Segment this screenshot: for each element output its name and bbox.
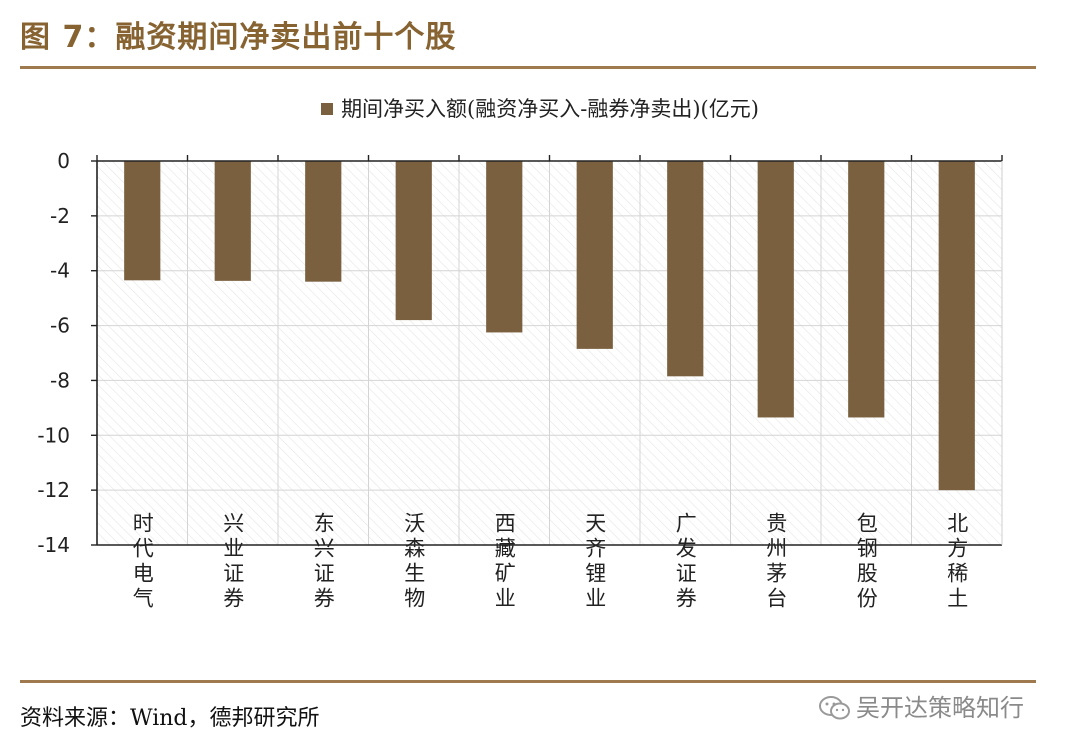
watermark-text: 吴开达策略知行 [856, 694, 1024, 722]
x-category-label: 广发证券 [673, 512, 697, 612]
y-tick-label: -8 [50, 368, 70, 392]
bar [486, 161, 523, 333]
watermark: 吴开达策略知行 [818, 688, 1024, 723]
y-tick-label: -10 [37, 423, 70, 447]
footer-divider [20, 680, 1036, 683]
x-category-label: 兴业证券 [221, 512, 245, 612]
x-category-label: 东兴证券 [311, 512, 335, 612]
bar [305, 161, 342, 282]
x-category-label: 贵州茅台 [764, 512, 788, 612]
legend-label: 期间净买入额(融资净买入-融券净卖出)(亿元) [341, 97, 759, 121]
bar-chart: 0 -2 -4 -6 -8 -10 -12 -14 时代电气 兴业证券 东兴证券 沃森生物 西藏矿业 天齐… [37, 149, 1003, 612]
x-category-label: 包钢股份 [854, 512, 878, 612]
x-category-label: 时代电气 [130, 512, 154, 612]
bar [214, 161, 251, 281]
bar [667, 161, 704, 377]
bar [848, 161, 885, 418]
y-tick-label: -12 [37, 478, 70, 502]
x-category-label: 沃森生物 [402, 512, 426, 612]
y-tick-label: -2 [50, 204, 70, 228]
bar [938, 161, 975, 491]
x-category-label: 北方稀土 [945, 512, 969, 612]
title-divider [20, 66, 1036, 69]
x-category-label: 天齐锂业 [583, 512, 607, 612]
figure-title: 图 7：融资期间净卖出前十个股 [20, 20, 457, 55]
source-note: 资料来源：Wind，德邦研究所 [20, 706, 320, 731]
y-tick-label: -6 [50, 314, 70, 338]
y-tick-label: -14 [37, 533, 70, 557]
bar [124, 161, 161, 281]
y-tick-label: -4 [50, 259, 70, 283]
chart-legend: 期间净买入额(融资净买入-融券净卖出)(亿元) [0, 93, 1080, 123]
wechat-icon [819, 696, 850, 720]
bar [757, 161, 794, 418]
bar [395, 161, 432, 321]
bar [576, 161, 613, 349]
legend-swatch [321, 103, 334, 115]
x-category-label: 西藏矿业 [492, 512, 516, 612]
y-tick-label: 0 [57, 149, 70, 173]
